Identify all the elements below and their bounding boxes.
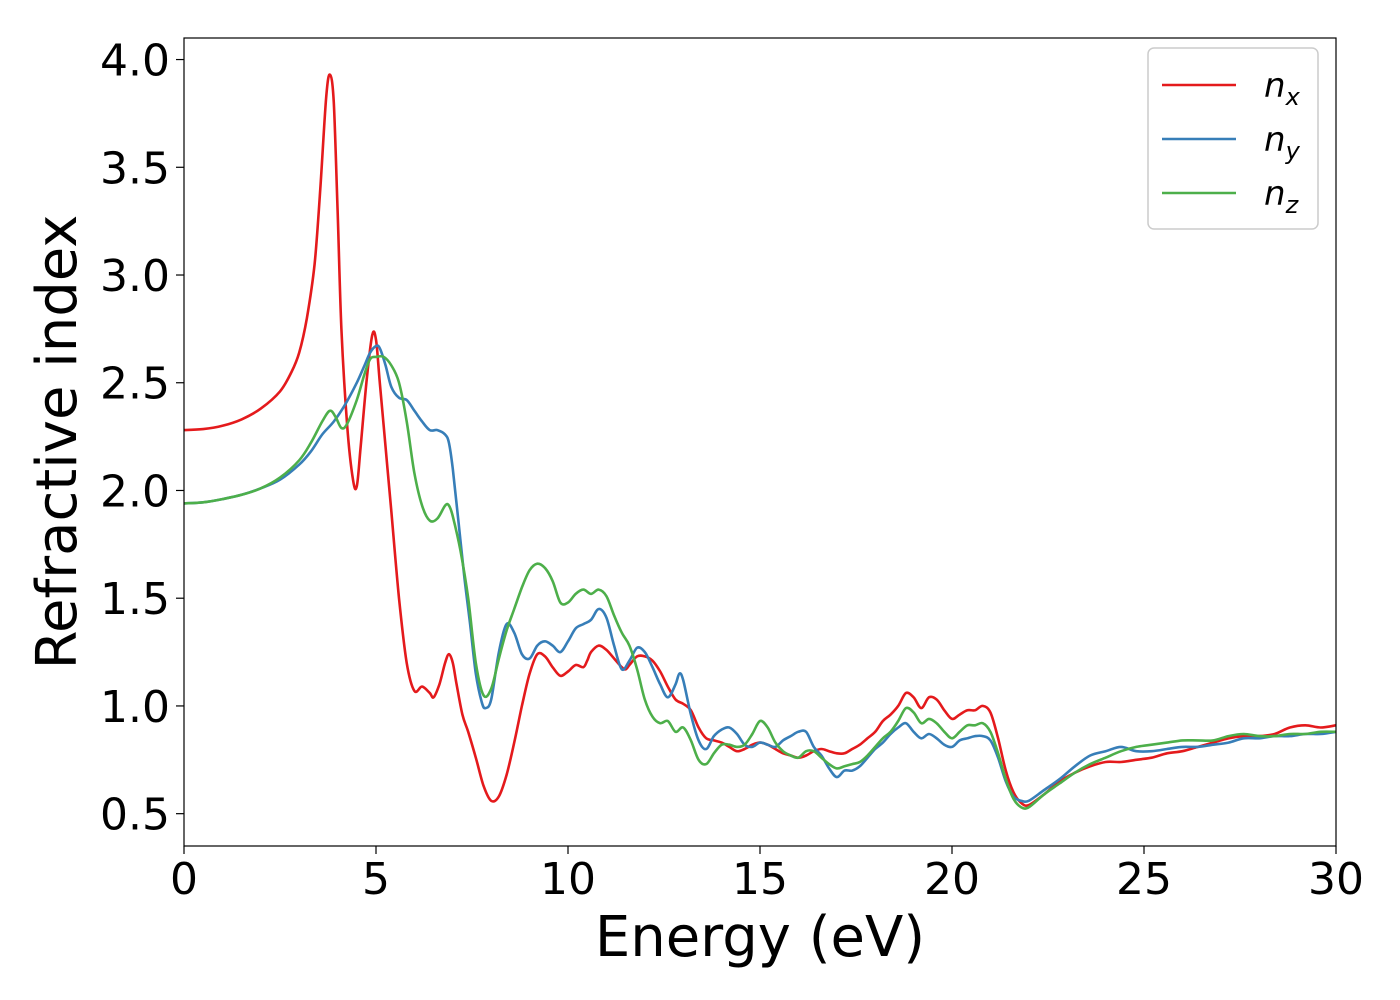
series-line-n-z [184,354,1336,810]
legend-label-n-z: nz [1264,174,1300,219]
legend-label-n-y: ny [1264,120,1301,165]
legend-label-n-x: nx [1264,66,1301,111]
y-tick-label: 1.5 [100,574,170,625]
series-layer [184,73,1336,810]
y-tick-label: 2.5 [100,359,170,410]
x-tick-label: 25 [1116,854,1172,905]
x-tick-label: 30 [1308,854,1364,905]
x-axis-label: Energy (eV) [595,905,925,970]
y-axis: 0.5 1.0 1.5 2.0 2.5 3.0 3.5 4.0 [100,36,184,841]
x-tick-label: 0 [170,854,198,905]
y-tick-label: 2.0 [100,466,170,517]
y-tick-label: 0.5 [100,790,170,841]
y-tick-label: 4.0 [100,36,170,87]
y-axis-label: Refractive index [25,215,90,670]
series-line-n-y [184,344,1336,804]
x-tick-label: 10 [540,854,596,905]
y-tick-label: 3.0 [100,251,170,302]
legend: nx ny nz [1147,47,1319,230]
x-tick-label: 15 [732,854,788,905]
x-axis: 0 5 10 15 20 25 30 [170,846,1364,905]
x-tick-label: 5 [362,854,390,905]
series-line-n-x [184,73,1336,807]
y-tick-label: 1.0 [100,682,170,733]
x-tick-label: 20 [924,854,980,905]
y-tick-label: 3.5 [100,143,170,194]
